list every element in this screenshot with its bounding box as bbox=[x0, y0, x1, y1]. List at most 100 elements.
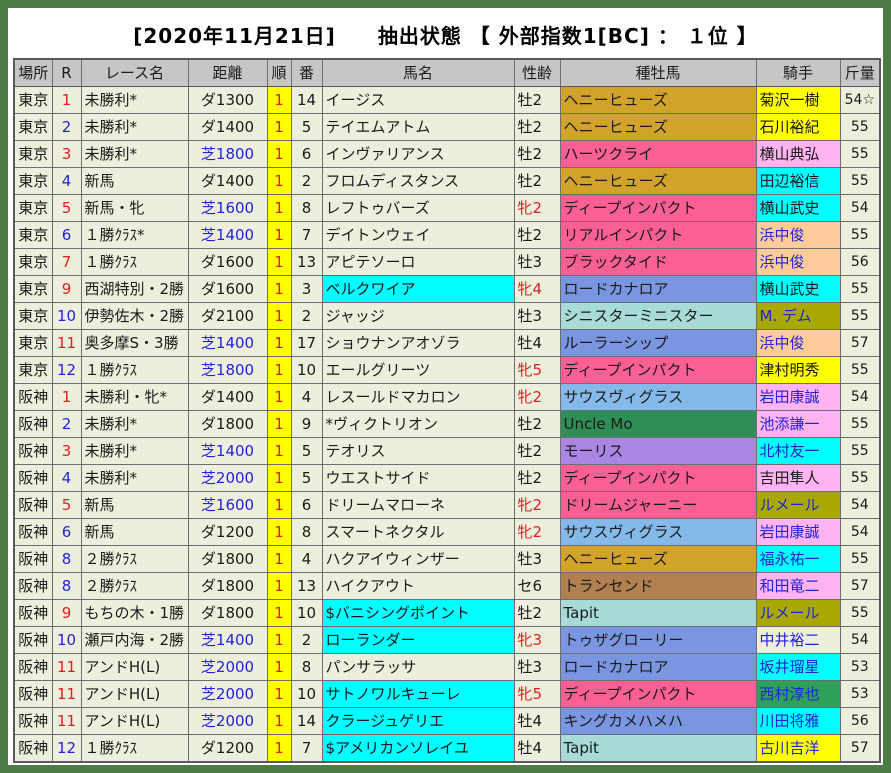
column-header-race-number[interactable]: R bbox=[51, 58, 82, 87]
sire-cell[interactable]: シニスターミニスター bbox=[559, 302, 757, 330]
sire-cell[interactable]: ロードカナロア bbox=[559, 653, 757, 681]
column-header-weight[interactable]: 斤量 bbox=[839, 58, 881, 87]
rank-cell[interactable]: 1 bbox=[266, 680, 292, 708]
race-number-cell[interactable]: 4 bbox=[51, 464, 82, 492]
place-cell[interactable]: 阪神 bbox=[13, 491, 53, 519]
sex-age-cell[interactable]: 牡3 bbox=[513, 248, 561, 276]
horse-name-cell[interactable]: スマートネクタル bbox=[321, 518, 515, 546]
horse-number-cell[interactable]: 14 bbox=[290, 707, 323, 735]
weight-cell[interactable]: 55 bbox=[839, 113, 881, 141]
horse-name-cell[interactable]: レフトゥバーズ bbox=[321, 194, 515, 222]
jockey-cell[interactable]: 和田竜二 bbox=[755, 572, 841, 600]
rank-cell[interactable]: 1 bbox=[266, 140, 292, 168]
horse-name-cell[interactable]: インヴァリアンス bbox=[321, 140, 515, 168]
weight-cell[interactable]: 55 bbox=[839, 599, 881, 627]
horse-number-cell[interactable]: 8 bbox=[290, 194, 323, 222]
sex-age-cell[interactable]: 牡3 bbox=[513, 545, 561, 573]
jockey-cell[interactable]: ルメール bbox=[755, 491, 841, 519]
horse-number-cell[interactable]: 3 bbox=[290, 275, 323, 303]
place-cell[interactable]: 阪神 bbox=[13, 464, 53, 492]
race-name-cell[interactable]: １勝ｸﾗｽ* bbox=[80, 221, 189, 249]
jockey-cell[interactable]: 吉田隼人 bbox=[755, 464, 841, 492]
distance-cell[interactable]: 芝1600 bbox=[187, 491, 268, 519]
horse-name-cell[interactable]: レスールドマカロン bbox=[321, 383, 515, 411]
race-number-cell[interactable]: 2 bbox=[51, 410, 82, 438]
place-cell[interactable]: 東京 bbox=[13, 356, 53, 384]
race-name-cell[interactable]: 未勝利* bbox=[80, 410, 189, 438]
place-cell[interactable]: 阪神 bbox=[13, 518, 53, 546]
place-cell[interactable]: 東京 bbox=[13, 329, 53, 357]
distance-cell[interactable]: 芝2000 bbox=[187, 680, 268, 708]
race-name-cell[interactable]: 未勝利* bbox=[80, 437, 189, 465]
table-row[interactable]: 阪神 3 未勝利* 芝1400 1 5 テオリス 牡2 モーリス 北村友一 55 bbox=[13, 437, 881, 465]
column-header-race-name[interactable]: レース名 bbox=[80, 58, 189, 87]
race-name-cell[interactable]: 未勝利* bbox=[80, 86, 189, 114]
race-number-cell[interactable]: 1 bbox=[51, 86, 82, 114]
table-row[interactable]: 阪神 9 もちの木・1勝 ダ1800 1 10 $バニシングポイント 牡2 Tapit ルメール 5… bbox=[13, 599, 881, 627]
race-name-cell[interactable]: 新馬 bbox=[80, 491, 189, 519]
jockey-cell[interactable]: 菊沢一樹 bbox=[755, 86, 841, 114]
place-cell[interactable]: 阪神 bbox=[13, 572, 53, 600]
weight-cell[interactable]: 54 bbox=[839, 626, 881, 654]
jockey-cell[interactable]: 古川吉洋 bbox=[755, 734, 841, 763]
jockey-cell[interactable]: 横山武史 bbox=[755, 194, 841, 222]
sex-age-cell[interactable]: 牡2 bbox=[513, 113, 561, 141]
race-number-cell[interactable]: 8 bbox=[51, 572, 82, 600]
sex-age-cell[interactable]: 牡2 bbox=[513, 464, 561, 492]
jockey-cell[interactable]: 浜中俊 bbox=[755, 221, 841, 249]
weight-cell[interactable]: 57 bbox=[839, 572, 881, 600]
horse-name-cell[interactable]: $アメリカンソレイユ bbox=[321, 734, 515, 763]
horse-number-cell[interactable]: 7 bbox=[290, 221, 323, 249]
jockey-cell[interactable]: 西村淳也 bbox=[755, 680, 841, 708]
distance-cell[interactable]: 芝1400 bbox=[187, 221, 268, 249]
race-number-cell[interactable]: 5 bbox=[51, 491, 82, 519]
sire-cell[interactable]: ルーラーシップ bbox=[559, 329, 757, 357]
table-row[interactable]: 阪神 12 １勝ｸﾗｽ ダ1200 1 7 $アメリカンソレイユ 牡4 Tapit 古川吉洋 57 bbox=[13, 734, 881, 763]
horse-name-cell[interactable]: ウエストサイド bbox=[321, 464, 515, 492]
sex-age-cell[interactable]: 牡4 bbox=[513, 707, 561, 735]
sex-age-cell[interactable]: 牝2 bbox=[513, 383, 561, 411]
rank-cell[interactable]: 1 bbox=[266, 626, 292, 654]
sex-age-cell[interactable]: 牡4 bbox=[513, 734, 561, 763]
sire-cell[interactable]: サウスヴィグラス bbox=[559, 383, 757, 411]
weight-cell[interactable]: 55 bbox=[839, 356, 881, 384]
table-row[interactable]: 東京 7 １勝ｸﾗｽ ダ1600 1 13 アピテソーロ 牡3 ブラックタイド 浜中俊 56 bbox=[13, 248, 881, 276]
sire-cell[interactable]: Uncle Mo bbox=[559, 410, 757, 438]
horse-number-cell[interactable]: 6 bbox=[290, 491, 323, 519]
sex-age-cell[interactable]: 牡2 bbox=[513, 86, 561, 114]
rank-cell[interactable]: 1 bbox=[266, 518, 292, 546]
sire-cell[interactable]: サウスヴィグラス bbox=[559, 518, 757, 546]
jockey-cell[interactable]: 中井裕二 bbox=[755, 626, 841, 654]
race-name-cell[interactable]: アンドH(L) bbox=[80, 707, 189, 735]
table-row[interactable]: 東京 12 １勝ｸﾗｽ 芝1800 1 10 エールグリーツ 牝5 ディープインパクト 津村明秀 5… bbox=[13, 356, 881, 384]
race-name-cell[interactable]: 西湖特別・2勝 bbox=[80, 275, 189, 303]
place-cell[interactable]: 阪神 bbox=[13, 707, 53, 735]
distance-cell[interactable]: 芝1400 bbox=[187, 437, 268, 465]
distance-cell[interactable]: ダ1600 bbox=[187, 248, 268, 276]
sire-cell[interactable]: トゥザグローリー bbox=[559, 626, 757, 654]
rank-cell[interactable]: 1 bbox=[266, 329, 292, 357]
column-header-horse-name[interactable]: 馬名 bbox=[321, 58, 515, 87]
jockey-cell[interactable]: 岩田康誠 bbox=[755, 383, 841, 411]
place-cell[interactable]: 阪神 bbox=[13, 410, 53, 438]
place-cell[interactable]: 東京 bbox=[13, 167, 53, 195]
rank-cell[interactable]: 1 bbox=[266, 491, 292, 519]
distance-cell[interactable]: 芝1400 bbox=[187, 329, 268, 357]
sex-age-cell[interactable]: 牝2 bbox=[513, 518, 561, 546]
distance-cell[interactable]: ダ1800 bbox=[187, 410, 268, 438]
sex-age-cell[interactable]: セ6 bbox=[513, 572, 561, 600]
distance-cell[interactable]: 芝2000 bbox=[187, 464, 268, 492]
sire-cell[interactable]: モーリス bbox=[559, 437, 757, 465]
horse-number-cell[interactable]: 10 bbox=[290, 599, 323, 627]
place-cell[interactable]: 東京 bbox=[13, 302, 53, 330]
table-row[interactable]: 東京 4 新馬 ダ1400 1 2 フロムディスタンス 牡2 ヘニーヒューズ 田辺裕信 55 bbox=[13, 167, 881, 195]
weight-cell[interactable]: 55 bbox=[839, 410, 881, 438]
horse-number-cell[interactable]: 5 bbox=[290, 464, 323, 492]
distance-cell[interactable]: ダ1200 bbox=[187, 734, 268, 763]
weight-cell[interactable]: 55 bbox=[839, 140, 881, 168]
weight-cell[interactable]: 53 bbox=[839, 680, 881, 708]
horse-number-cell[interactable]: 9 bbox=[290, 410, 323, 438]
horse-name-cell[interactable]: $バニシングポイント bbox=[321, 599, 515, 627]
horse-number-cell[interactable]: 10 bbox=[290, 680, 323, 708]
race-name-cell[interactable]: 伊勢佐木・2勝 bbox=[80, 302, 189, 330]
